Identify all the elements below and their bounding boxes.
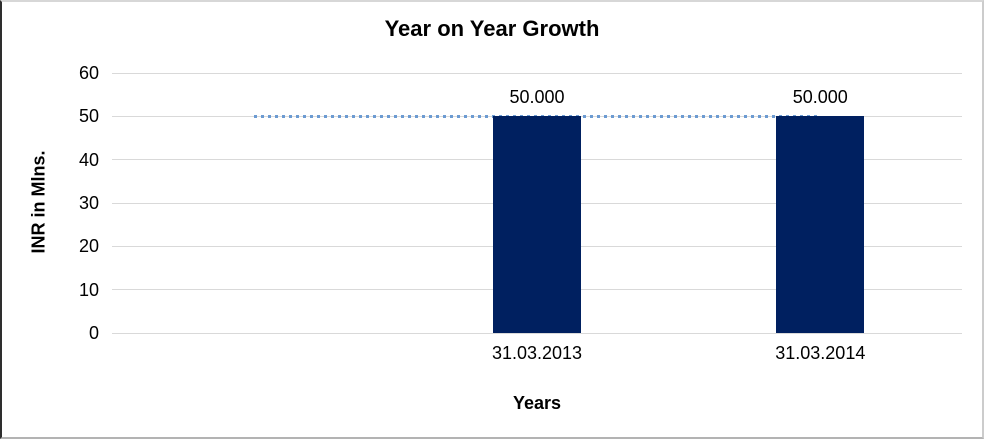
gridline bbox=[112, 332, 962, 334]
y-tick-label: 60 bbox=[78, 63, 99, 83]
bar bbox=[776, 116, 865, 333]
y-tick-label: 40 bbox=[78, 149, 99, 170]
bar bbox=[493, 116, 581, 333]
chart-title: Year on Year Growth bbox=[384, 16, 600, 41]
x-category-label: 31.03.2013 bbox=[491, 343, 583, 363]
y-axis-tick-labels: 0 10 20 30 40 50 60 bbox=[2, 63, 99, 343]
bar-data-label: 50.000 bbox=[792, 87, 848, 108]
y-tick-label: 50 bbox=[78, 106, 99, 127]
y-tick-label: 10 bbox=[78, 279, 99, 300]
y-tick-label: 20 bbox=[78, 236, 99, 257]
bar-data-label: 50.000 bbox=[509, 87, 565, 108]
x-category-label: 31.03.2014 bbox=[775, 343, 866, 363]
gridline bbox=[112, 72, 962, 74]
y-tick-label: 30 bbox=[78, 193, 99, 213]
y-tick-label: 0 bbox=[88, 323, 99, 343]
x-axis-title: Years bbox=[512, 393, 562, 413]
x-axis-category-labels: 31.03.2013 31.03.2014 bbox=[112, 343, 962, 367]
plot-area: 50.000 50.000 bbox=[112, 72, 962, 334]
